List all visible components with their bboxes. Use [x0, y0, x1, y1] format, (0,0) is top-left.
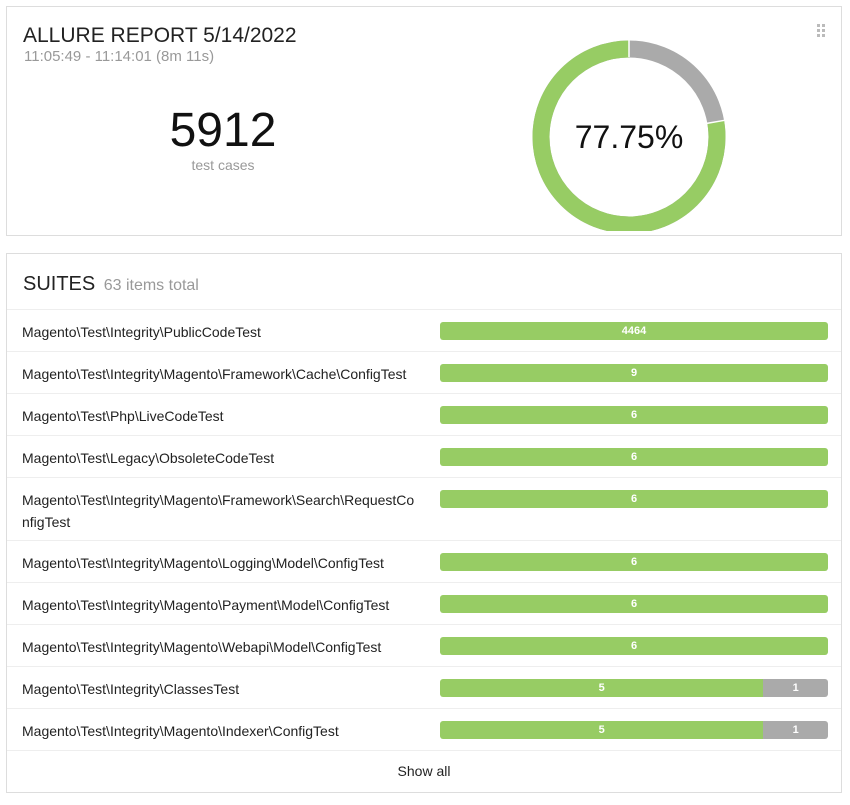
passed-segment[interactable]: 6 [440, 637, 828, 655]
suite-status-bar[interactable]: 4464 [440, 322, 828, 340]
suites-list: Magento\Test\Integrity\PublicCodeTest 446… [7, 309, 841, 750]
donut-divider [706, 119, 725, 125]
suites-title: SUITES [23, 273, 96, 295]
passed-segment[interactable]: 6 [440, 406, 828, 424]
suite-status-bar[interactable]: 6 [440, 490, 828, 508]
passed-segment[interactable]: 4464 [440, 322, 828, 340]
suite-status-bar[interactable]: 9 [440, 364, 828, 382]
suite-name: Magento\Test\Integrity\Magento\Framework… [22, 492, 415, 530]
skipped-segment[interactable]: 1 [763, 679, 828, 697]
suite-row[interactable]: Magento\Test\Integrity\Magento\Payment\M… [7, 582, 841, 624]
success-rate-label: 77.75% [574, 119, 684, 155]
skipped-segment[interactable]: 1 [763, 721, 828, 739]
passed-segment[interactable]: 6 [440, 448, 828, 466]
suite-name: Magento\Test\Integrity\ClassesTest [22, 681, 240, 697]
summary-widget: ALLURE REPORT 5/14/2022 11:05:49 - 11:14… [6, 6, 842, 236]
passed-segment[interactable]: 9 [440, 364, 828, 382]
test-cases-count: 5912 [169, 104, 277, 157]
passed-segment[interactable]: 5 [440, 721, 764, 739]
report-time-range: 11:05:49 - 11:14:01 (8m 11s) [24, 48, 215, 65]
suite-status-bar[interactable]: 6 [440, 553, 828, 571]
suite-name: Magento\Test\Integrity\Magento\Webapi\Mo… [22, 639, 382, 655]
suite-name: Magento\Test\Integrity\Magento\Payment\M… [22, 597, 390, 613]
passed-segment[interactable]: 5 [440, 679, 764, 697]
suite-row[interactable]: Magento\Test\Php\LiveCodeTest 6 [7, 393, 841, 435]
suite-row[interactable]: Magento\Test\Integrity\Magento\Framework… [7, 351, 841, 393]
suite-name: Magento\Test\Php\LiveCodeTest [22, 408, 224, 424]
passed-segment[interactable]: 6 [440, 595, 828, 613]
suite-name: Magento\Test\Integrity\Magento\Logging\M… [22, 555, 384, 571]
suite-row[interactable]: Magento\Test\Integrity\Magento\Indexer\C… [7, 708, 841, 750]
suite-name: Magento\Test\Legacy\ObsoleteCodeTest [22, 450, 275, 466]
success-rate-donut[interactable]: 77.75% [527, 31, 727, 231]
report-title: ALLURE REPORT 5/14/2022 [23, 24, 297, 47]
donut-chart-svg [532, 40, 726, 231]
suite-name: Magento\Test\Integrity\PublicCodeTest [22, 324, 261, 340]
suite-row[interactable]: Magento\Test\Integrity\Magento\Webapi\Mo… [7, 624, 841, 666]
suite-status-bar[interactable]: 6 [440, 595, 828, 613]
suite-status-bar[interactable]: 6 [440, 637, 828, 655]
show-all-button[interactable]: Show all [7, 750, 841, 792]
suite-row[interactable]: Magento\Test\Integrity\Magento\Logging\M… [7, 540, 841, 582]
suite-row[interactable]: Magento\Test\Integrity\PublicCodeTest 446… [7, 309, 841, 351]
suites-count: 63 items total [103, 277, 199, 294]
suite-status-bar[interactable]: 6 [440, 406, 828, 424]
suite-name: Magento\Test\Integrity\Magento\Indexer\C… [22, 723, 339, 739]
passed-segment[interactable]: 6 [440, 490, 828, 508]
suite-row[interactable]: Magento\Test\Integrity\ClassesTest 5 1 [7, 666, 841, 708]
suite-row[interactable]: Magento\Test\Integrity\Magento\Framework… [7, 477, 841, 540]
grip-dots-icon[interactable] [817, 24, 826, 37]
suite-name: Magento\Test\Integrity\Magento\Framework… [22, 366, 407, 382]
suites-widget: SUITES 63 items total Magento\Test\Integ… [6, 253, 842, 793]
test-cases-label: test cases [191, 157, 255, 173]
passed-segment[interactable]: 6 [440, 553, 828, 571]
suite-row[interactable]: Magento\Test\Legacy\ObsoleteCodeTest 6 [7, 435, 841, 477]
suites-header: SUITES 63 items total [23, 273, 199, 296]
suite-status-bar[interactable]: 6 [440, 448, 828, 466]
